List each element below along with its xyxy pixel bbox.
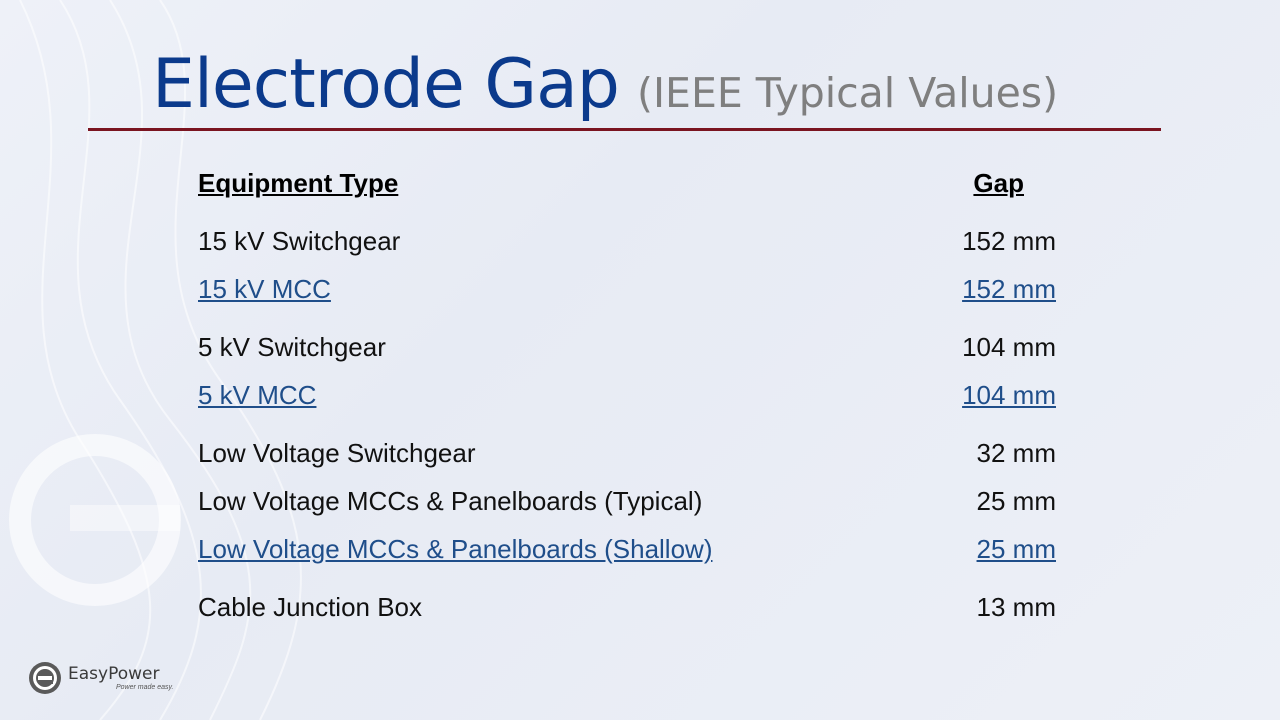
title-subtitle: (IEEE Typical Values): [636, 69, 1059, 117]
table-row-link[interactable]: 5 kV MCC 104 mm: [198, 372, 1056, 420]
table-row: 5 kV Switchgear 104 mm: [198, 324, 1056, 372]
gap-value-cell: 104 mm: [962, 332, 1056, 362]
title-main: Electrode Gap: [152, 45, 620, 124]
table-row: Low Voltage Switchgear 32 mm: [198, 430, 1056, 478]
equipment-type-cell: Low Voltage MCCs & Panelboards (Typical): [198, 486, 703, 516]
table-row: Low Voltage MCCs & Panelboards (Typical)…: [198, 478, 1056, 526]
gap-value-link[interactable]: 25 mm: [976, 534, 1056, 564]
gap-value-link[interactable]: 104 mm: [962, 380, 1056, 410]
gap-value-cell: 152 mm: [962, 226, 1056, 256]
equipment-type-link[interactable]: Low Voltage MCCs & Panelboards (Shallow): [198, 534, 713, 564]
header-gap: Gap: [973, 168, 1024, 198]
table-row: 15 kV Switchgear 152 mm: [198, 218, 1056, 266]
easypower-logo-icon: [29, 662, 61, 694]
equipment-type-link[interactable]: 15 kV MCC: [198, 274, 331, 304]
header-equipment-type: Equipment Type: [198, 168, 399, 198]
logo-wordmark-easy: Easy: [68, 664, 109, 684]
table-row-link[interactable]: Low Voltage MCCs & Panelboards (Shallow)…: [198, 526, 1056, 574]
logo-wordmark: EasyPower: [68, 664, 173, 684]
gap-value-link[interactable]: 152 mm: [962, 274, 1056, 304]
table-row: Cable Junction Box 13 mm: [198, 584, 1056, 632]
equipment-type-cell: 15 kV Switchgear: [198, 226, 401, 256]
equipment-type-link[interactable]: 5 kV MCC: [198, 380, 317, 410]
equipment-type-cell: 5 kV Switchgear: [198, 332, 386, 362]
gap-value-cell: 32 mm: [976, 438, 1056, 468]
equipment-type-cell: Low Voltage Switchgear: [198, 438, 476, 468]
slide-title: Electrode Gap (IEEE Typical Values): [152, 40, 1058, 138]
electrode-gap-table: Equipment Type Gap 15 kV Switchgear 152 …: [198, 160, 1056, 632]
gap-value-cell: 25 mm: [976, 486, 1056, 516]
table-row-link[interactable]: 15 kV MCC 152 mm: [198, 266, 1056, 314]
equipment-type-cell: Cable Junction Box: [198, 592, 423, 622]
logo-wordmark-power: Power: [108, 664, 160, 684]
table-header-row: Equipment Type Gap: [198, 160, 1056, 208]
title-underline: [88, 128, 1161, 131]
easypower-logo: EasyPower Power made easy.: [28, 660, 173, 696]
logo-tagline: Power made easy.: [116, 684, 174, 691]
gap-value-cell: 13 mm: [976, 592, 1056, 622]
